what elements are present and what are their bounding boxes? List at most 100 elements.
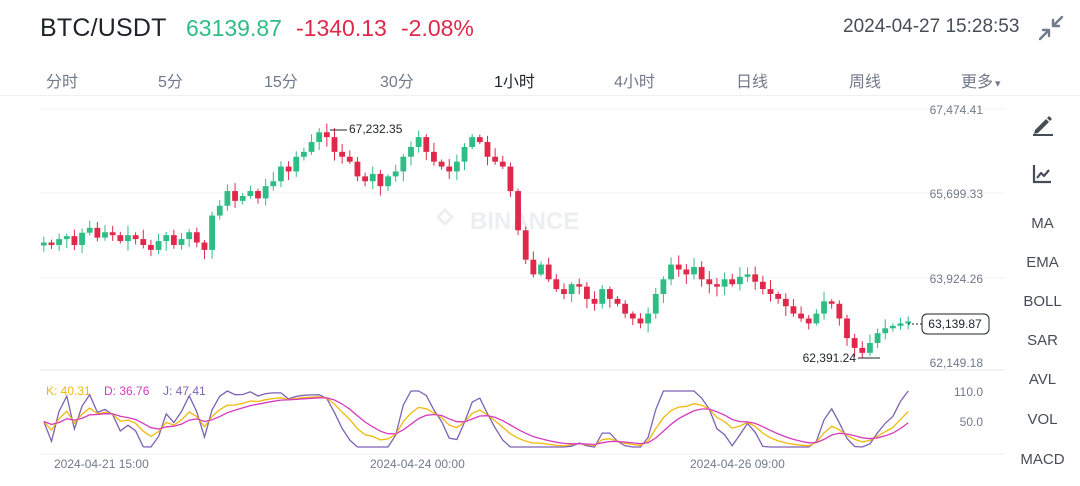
price-tick: 63,924.26 — [930, 272, 984, 286]
candle-body — [698, 267, 705, 280]
candlestick-chart[interactable]: BINANCE 67,474.41 65,699.33 63,924.26 62… — [0, 97, 1005, 486]
chevron-down-icon: ▾ — [995, 78, 1001, 90]
candle-body — [431, 151, 437, 162]
last-price-badge — [921, 313, 990, 335]
indicator-vol[interactable]: VOL — [1027, 411, 1058, 428]
interval-tabs: 分时 5分 15分 30分 1小时 4小时 日线 周线 更多 ▾ — [0, 62, 1080, 96]
last-price-badge-text: 63,139.87 — [928, 317, 982, 331]
candle-body — [660, 279, 667, 294]
candle-body — [56, 239, 63, 245]
candle-body — [377, 173, 384, 187]
price-tick: 67,474.41 — [930, 103, 984, 117]
indicator-macd[interactable]: MACD — [1020, 451, 1065, 468]
candle-body — [828, 301, 835, 304]
candle-body — [798, 313, 804, 319]
tab-fenshi[interactable]: 分时 — [46, 74, 79, 91]
indicator-boll[interactable]: BOLL — [1023, 293, 1062, 310]
tab-1d[interactable]: 日线 — [736, 74, 769, 91]
candle-body — [140, 239, 147, 245]
candle-body — [813, 313, 820, 324]
chart-indicator-icon[interactable] — [1027, 159, 1057, 189]
candle-body — [216, 205, 223, 216]
candle-body — [132, 235, 139, 240]
candle-body — [591, 298, 598, 304]
low-label: 62,391.24 — [803, 351, 857, 365]
candle-body — [538, 264, 544, 275]
tab-1h[interactable]: 1小时 — [494, 74, 535, 91]
candle-body — [408, 146, 414, 157]
tab-4h[interactable]: 4小时 — [614, 74, 655, 91]
candle-body — [71, 236, 78, 245]
kdj-k-line — [43, 396, 909, 447]
trading-pair[interactable]: BTC/USDT — [40, 14, 167, 42]
indicator-ema[interactable]: EMA — [1026, 254, 1059, 271]
candle-body — [392, 171, 399, 177]
candle-body — [476, 137, 483, 143]
candle-body — [262, 186, 269, 199]
candle-body — [178, 239, 185, 245]
price-tick: 65,699.33 — [930, 187, 984, 201]
price-change: -1340.13 — [296, 15, 387, 41]
tab-more[interactable]: 更多 ▾ — [961, 68, 1001, 92]
candle-body — [224, 191, 231, 206]
candle-body — [675, 264, 682, 270]
candle-body — [805, 318, 812, 324]
candle-body — [714, 284, 720, 287]
candle-body — [415, 137, 422, 147]
pencil-draw-icon[interactable] — [1027, 109, 1057, 139]
candle-body — [736, 276, 743, 285]
candle-body — [369, 173, 376, 182]
candle-body — [354, 161, 361, 177]
candle-body — [63, 236, 70, 240]
kdj-d-line — [43, 397, 909, 446]
timestamp: 2024-04-27 15:28:53 — [843, 16, 1020, 37]
time-tick: 2024-04-24 00:00 — [370, 457, 465, 471]
kdj-lines — [43, 390, 909, 448]
kdj-j-label: J: 47.41 — [163, 384, 206, 398]
candle-body — [423, 137, 430, 152]
candle-body — [86, 227, 93, 233]
candle-body — [209, 215, 216, 250]
candle-body — [239, 195, 246, 201]
collapse-arrows-icon[interactable] — [1038, 15, 1064, 41]
last-price: 63139.87 — [186, 15, 282, 41]
candle-body — [285, 166, 292, 172]
candle-body — [545, 264, 552, 280]
candle-body — [232, 191, 238, 201]
candle-body — [790, 306, 797, 314]
tab-5m[interactable]: 5分 — [158, 74, 183, 91]
price-tick: 62,149.18 — [930, 356, 984, 370]
indicator-avl[interactable]: AVL — [1028, 371, 1057, 388]
candle-body — [339, 151, 346, 157]
candle-body — [637, 318, 644, 324]
candle-body — [461, 146, 468, 162]
candle-body — [561, 289, 567, 294]
candle-body — [155, 241, 162, 250]
indicator-ma[interactable]: MA — [1031, 215, 1054, 232]
candle-body — [102, 232, 108, 238]
candle-body — [729, 279, 736, 285]
candle-body — [821, 301, 827, 314]
candle-body — [201, 242, 208, 250]
candle-body — [530, 259, 537, 275]
candle-body — [584, 286, 590, 299]
kdj-tick: 50.0 — [960, 415, 984, 429]
candle-body — [125, 235, 131, 242]
indicator-sidebar: MA EMA BOLL SAR AVL VOL MACD — [1005, 97, 1080, 486]
candle-body — [469, 137, 476, 147]
tab-30m[interactable]: 30分 — [380, 74, 414, 91]
tab-1w[interactable]: 周线 — [849, 74, 882, 91]
indicator-sar[interactable]: SAR — [1027, 332, 1058, 349]
candle-body — [170, 235, 177, 245]
kdj-k-label: K: 40.31 — [46, 384, 91, 398]
candle-body — [278, 166, 284, 182]
kdj-j-line — [43, 390, 909, 448]
candle-body — [94, 227, 101, 238]
candle-body — [453, 161, 460, 172]
candle-body — [446, 166, 453, 172]
tab-15m[interactable]: 15分 — [264, 74, 298, 91]
candle-body — [874, 333, 881, 344]
candle-body — [683, 269, 690, 275]
candle-body — [553, 279, 560, 290]
candle-body — [507, 166, 514, 192]
